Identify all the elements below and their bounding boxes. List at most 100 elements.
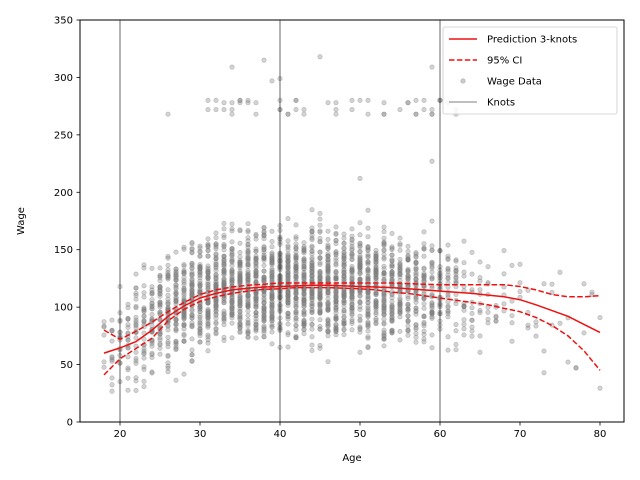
wage-data-point bbox=[109, 338, 115, 344]
wage-data-point bbox=[341, 262, 347, 268]
wage-data-point bbox=[413, 97, 419, 103]
wage-data-point bbox=[477, 333, 483, 339]
wage-data-point bbox=[597, 315, 603, 321]
wage-data-point bbox=[381, 100, 387, 106]
wage-data-point bbox=[597, 385, 603, 391]
wage-data-point bbox=[533, 323, 539, 329]
wage-data-point bbox=[181, 338, 187, 344]
wage-data-point bbox=[165, 292, 171, 298]
wage-data-point bbox=[301, 250, 307, 256]
wage-data-point bbox=[101, 323, 107, 329]
wage-data-point bbox=[237, 329, 243, 335]
wage-data-point bbox=[269, 250, 275, 256]
wage-data-point bbox=[205, 316, 211, 322]
wage-data-point bbox=[261, 232, 267, 238]
wage-data-point bbox=[565, 359, 571, 365]
wage-data-point bbox=[469, 333, 475, 339]
wage-data-point bbox=[381, 308, 387, 314]
wage-data-point bbox=[229, 251, 235, 257]
wage-data-point bbox=[197, 288, 203, 294]
wage-data-point bbox=[245, 238, 251, 244]
wage-data-point bbox=[293, 245, 299, 251]
wage-data-point bbox=[285, 262, 291, 268]
wage-data-point bbox=[245, 253, 251, 259]
wage-data-point bbox=[245, 251, 251, 257]
wage-data-point bbox=[453, 328, 459, 334]
wage-data-point bbox=[213, 244, 219, 250]
wage-data-point bbox=[301, 248, 307, 254]
y-tick-label: 350 bbox=[54, 16, 73, 27]
wage-data-point bbox=[245, 317, 251, 323]
wage-data-point bbox=[237, 322, 243, 328]
wage-data-point bbox=[221, 226, 227, 232]
wage-data-point bbox=[485, 309, 491, 315]
wage-data-point bbox=[381, 242, 387, 248]
wage-data-point bbox=[381, 266, 387, 272]
wage-data-point bbox=[301, 290, 307, 296]
wage-data-point bbox=[413, 269, 419, 275]
wage-data-point bbox=[373, 270, 379, 276]
wage-data-point bbox=[429, 158, 435, 164]
wage-data-point bbox=[341, 320, 347, 326]
wage-data-point bbox=[509, 320, 515, 326]
wage-data-point bbox=[317, 308, 323, 314]
wage-data-point bbox=[205, 321, 211, 327]
wage-data-point bbox=[405, 243, 411, 249]
wage-data-point bbox=[533, 319, 539, 325]
wage-data-point bbox=[429, 300, 435, 306]
wage-data-point bbox=[197, 265, 203, 271]
wage-data-point bbox=[317, 228, 323, 234]
wage-data-point bbox=[405, 276, 411, 282]
legend-label: Knots bbox=[487, 98, 515, 109]
wage-data-point bbox=[325, 321, 331, 327]
wage-data-point bbox=[205, 275, 211, 281]
wage-data-point bbox=[349, 246, 355, 252]
wage-data-point bbox=[389, 330, 395, 336]
wage-data-point bbox=[165, 262, 171, 268]
wage-data-point bbox=[501, 301, 507, 307]
wage-data-point bbox=[181, 275, 187, 281]
wage-data-point bbox=[309, 225, 315, 231]
wage-data-point bbox=[253, 335, 259, 341]
wage-data-point bbox=[357, 253, 363, 259]
wage-data-point bbox=[149, 311, 155, 317]
wage-data-point bbox=[141, 366, 147, 372]
wage-data-point bbox=[293, 310, 299, 316]
wage-data-point bbox=[293, 107, 299, 113]
wage-data-point bbox=[213, 298, 219, 304]
wage-data-point bbox=[213, 311, 219, 317]
wage-data-point bbox=[165, 111, 171, 117]
wage-data-point bbox=[181, 331, 187, 337]
wage-data-point bbox=[357, 313, 363, 319]
wage-data-point bbox=[461, 326, 467, 332]
wage-data-point bbox=[157, 293, 163, 299]
wage-data-point bbox=[189, 320, 195, 326]
wage-data-point bbox=[285, 298, 291, 304]
wage-data-point bbox=[365, 273, 371, 279]
wage-data-point bbox=[181, 279, 187, 285]
wage-data-point bbox=[229, 246, 235, 252]
wage-data-point bbox=[269, 266, 275, 272]
wage-data-point bbox=[253, 301, 259, 307]
wage-data-point bbox=[181, 314, 187, 320]
wage-data-point bbox=[181, 290, 187, 296]
wage-data-point bbox=[173, 272, 179, 278]
wage-data-point bbox=[221, 253, 227, 259]
wage-data-point bbox=[141, 384, 147, 390]
wage-data-point bbox=[333, 304, 339, 310]
wage-data-point bbox=[141, 262, 147, 268]
wage-data-point bbox=[133, 360, 139, 366]
wage-data-point bbox=[349, 97, 355, 103]
wage-data-point bbox=[181, 263, 187, 269]
wage-data-point bbox=[581, 330, 587, 336]
wage-data-point bbox=[253, 248, 259, 254]
wage-data-point bbox=[237, 306, 243, 312]
wage-data-point bbox=[325, 100, 331, 106]
wage-data-point bbox=[213, 274, 219, 280]
wage-data-point bbox=[253, 328, 259, 334]
wage-data-point bbox=[421, 241, 427, 247]
wage-data-point bbox=[253, 303, 259, 309]
wage-data-point bbox=[245, 268, 251, 274]
wage-data-point bbox=[205, 332, 211, 338]
wage-data-point bbox=[293, 252, 299, 258]
